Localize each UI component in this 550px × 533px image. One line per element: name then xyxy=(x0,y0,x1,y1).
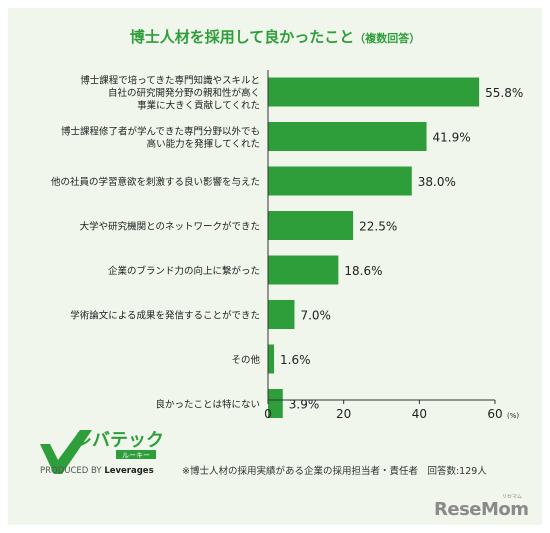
value-label-7: 1.6% xyxy=(280,353,311,367)
chart-title: 博士人材を採用して良かったこと（複数回答） xyxy=(0,26,550,47)
resemom-watermark: ReseMom xyxy=(434,499,529,520)
value-label-5: 18.6% xyxy=(344,264,382,278)
logo-text: レバテック xyxy=(74,430,164,451)
category-label-8: 良かったことは特にない xyxy=(155,399,260,411)
chart-title-text: 博士人材を採用して良かったこと xyxy=(129,28,355,46)
bar-1 xyxy=(268,77,480,107)
produced-prefix: PRODUCED BY xyxy=(40,466,102,476)
x-tick-label-40: 40 xyxy=(412,407,427,421)
value-label-1: 55.8% xyxy=(485,86,523,100)
category-label-2: 博士課程修了者が学んできた専門分野以外でも xyxy=(61,125,260,137)
x-axis-unit: (%) xyxy=(507,412,519,420)
category-label-1: 自社の研究開発分野の親和性が高く xyxy=(108,87,260,99)
value-label-8: 3.9% xyxy=(289,398,320,412)
checkmark-icon xyxy=(40,430,92,474)
category-label-1: 事業に大きく貢献してくれた xyxy=(137,100,260,112)
value-label-3: 38.0% xyxy=(418,175,456,189)
bar-4 xyxy=(268,211,354,240)
value-label-4: 22.5% xyxy=(359,220,397,234)
bar-5 xyxy=(268,255,339,285)
chart-subtitle: （複数回答） xyxy=(354,32,421,45)
bar-2 xyxy=(268,122,427,151)
category-label-1: 博士課程で培ってきた専門知識やスキルと xyxy=(80,75,260,87)
category-label-7: その他 xyxy=(231,354,260,366)
logo-sub-text: ルーキー xyxy=(122,452,150,460)
bar-7 xyxy=(268,344,275,374)
bar-3 xyxy=(268,166,412,196)
levatech-logo: レバテック ルーキー xyxy=(40,430,164,474)
logo-sub-bg xyxy=(116,450,156,459)
category-label-6: 学術論文による成果を発信することができた xyxy=(70,310,260,322)
produced-by: PRODUCED BY Leverages xyxy=(40,466,154,476)
bar-8 xyxy=(268,389,283,418)
x-tick-label-60: 60 xyxy=(487,407,502,421)
watermark-sub: リセマム xyxy=(502,494,523,500)
category-label-2: 高い能力を発揮してくれた xyxy=(147,138,260,150)
bar-6 xyxy=(268,300,295,329)
x-tick-label-20: 20 xyxy=(336,407,351,421)
category-label-3: 他の社員の学習意欲を刺激する良い影響を与えた xyxy=(51,176,260,188)
x-tick-label-0: 0 xyxy=(264,407,272,421)
value-label-2: 41.9% xyxy=(433,131,471,145)
category-label-4: 大学や研究機関とのネットワークができた xyxy=(80,221,260,233)
category-label-5: 企業のブランド力の向上に繋がった xyxy=(108,265,260,277)
produced-brand: Leverages xyxy=(104,466,154,476)
value-label-6: 7.0% xyxy=(300,309,331,323)
footnote: ※博士人材の採用実績がある企業の採用担当者・責任者 回答数:129人 xyxy=(182,466,487,477)
